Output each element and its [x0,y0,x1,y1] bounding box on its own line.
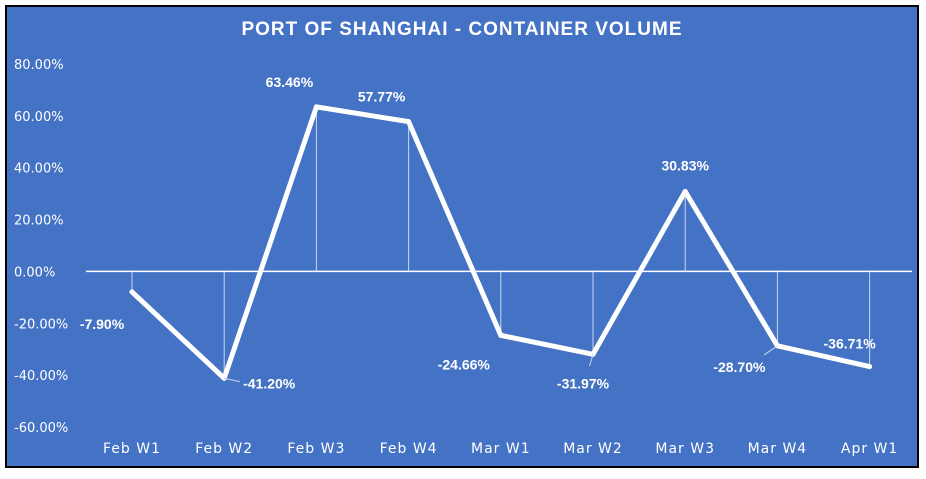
y-tick-label: -20.00% [14,317,68,332]
data-label: -36.71% [824,336,877,352]
data-point [682,188,688,194]
data-label: -31.97% [557,375,610,391]
data-label: -7.90% [80,316,125,332]
x-tick-label: Mar W3 [655,441,715,457]
data-label: -28.70% [713,359,766,375]
data-point [867,364,873,370]
x-tick-label: Feb W1 [103,441,161,457]
y-tick-label: 0.00% [14,265,55,280]
x-tick-label: Apr W1 [841,441,898,457]
data-label: -24.66% [438,356,491,372]
y-tick-label: 80.00% [14,58,64,73]
chart-area: PORT OF SHANGHAI - CONTAINER VOLUME 80.0… [5,5,919,468]
data-point [313,104,319,110]
x-tick-label: Mar W4 [748,441,808,457]
y-tick-label: -40.00% [14,369,68,384]
y-tick-label: 20.00% [14,214,64,229]
y-tick-label: 60.00% [14,110,64,125]
data-point [406,119,412,125]
data-label: 63.46% [266,74,314,90]
y-tick-label: 40.00% [14,162,64,177]
y-tick-label: -60.00% [14,421,68,436]
chart-title: PORT OF SHANGHAI - CONTAINER VOLUME [241,19,683,40]
data-label: 57.77% [358,89,406,105]
x-tick-label: Mar W1 [471,441,531,457]
label-leader-line [589,354,594,367]
data-point [498,332,504,338]
data-point [129,289,135,295]
x-tick-label: Feb W3 [287,441,345,457]
label-leader-line [763,345,778,356]
line-chart: 80.00% 60.00% 40.00% 20.00% 0.00% -20.00% -40.… [14,58,912,457]
data-label: -41.20% [243,375,296,391]
label-leader-line [224,377,241,383]
data-label: 30.83% [661,157,709,173]
x-tick-label: Feb W4 [380,441,438,457]
x-tick-label: Feb W2 [195,441,253,457]
x-tick-label: Mar W2 [563,441,623,457]
